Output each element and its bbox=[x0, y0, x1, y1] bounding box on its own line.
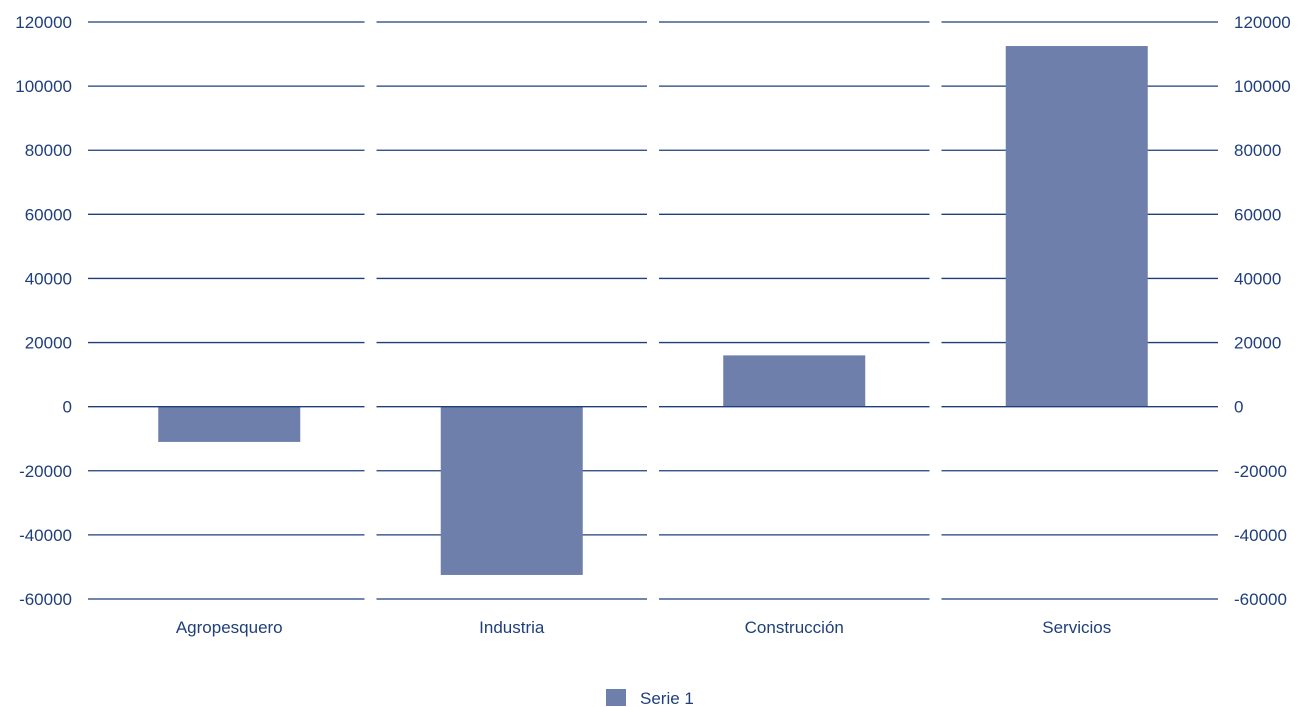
bar-servicios bbox=[1005, 46, 1148, 407]
y-tick-label-right: -20000 bbox=[1234, 462, 1287, 481]
y-tick-label-right: 60000 bbox=[1234, 205, 1281, 224]
y-tick-label-right: 0 bbox=[1234, 398, 1243, 417]
y-tick-label-left: -40000 bbox=[19, 526, 72, 545]
y-tick-label-right: -40000 bbox=[1234, 526, 1287, 545]
bar-construcción bbox=[723, 355, 866, 407]
y-tick-label-right: -60000 bbox=[1234, 590, 1287, 609]
legend-label: Serie 1 bbox=[640, 689, 694, 707]
y-tick-label-left: -20000 bbox=[19, 462, 72, 481]
bars bbox=[158, 46, 1148, 575]
y-tick-label-left: 20000 bbox=[25, 334, 72, 353]
y-tick-label-left: 100000 bbox=[15, 77, 72, 96]
y-tick-label-left: 60000 bbox=[25, 205, 72, 224]
legend-swatch bbox=[606, 689, 626, 706]
y-tick-label-right: 40000 bbox=[1234, 269, 1281, 288]
bar-industria bbox=[440, 406, 583, 575]
y-tick-label-right: 20000 bbox=[1234, 334, 1281, 353]
y-tick-label-right: 100000 bbox=[1234, 77, 1291, 96]
x-axis: Agropesquero Industria Construcción Servici… bbox=[176, 618, 1111, 637]
y-tick-label-left: 120000 bbox=[15, 13, 72, 32]
bar-agropesquero bbox=[158, 406, 301, 442]
legend: Serie 1 bbox=[606, 689, 694, 707]
y-tick-label-right: 120000 bbox=[1234, 13, 1291, 32]
y-tick-label-left: 80000 bbox=[25, 141, 72, 160]
x-category-label: Agropesquero bbox=[176, 618, 283, 637]
y-axis-left: 120000 100000 80000 60000 40000 20000 0 -20000 -… bbox=[15, 13, 72, 609]
y-tick-label-right: 80000 bbox=[1234, 141, 1281, 160]
x-category-label: Industria bbox=[479, 618, 545, 637]
y-tick-label-left: 40000 bbox=[25, 269, 72, 288]
x-category-label: Servicios bbox=[1042, 618, 1111, 637]
x-category-label: Construcción bbox=[745, 618, 844, 637]
y-tick-label-left: 0 bbox=[63, 398, 72, 417]
gridlines bbox=[88, 21, 1218, 600]
y-tick-label-left: -60000 bbox=[19, 590, 72, 609]
y-axis-right: 120000 100000 80000 60000 40000 20000 0 -20000 -… bbox=[1234, 13, 1291, 609]
